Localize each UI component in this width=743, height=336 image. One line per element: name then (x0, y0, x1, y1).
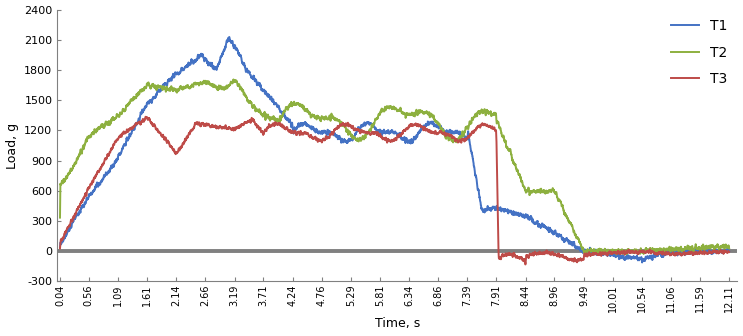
T2 (724, 246, 733, 250)
T1 (637, 260, 646, 264)
T2 (177, 87, 186, 91)
T2 (491, 113, 500, 117)
T3 (606, 252, 615, 256)
T3 (178, 145, 186, 150)
T3 (555, 255, 564, 259)
Line: T3: T3 (60, 117, 729, 264)
T3 (457, 140, 466, 144)
T2 (229, 77, 238, 81)
T3 (141, 115, 150, 119)
T3 (311, 137, 320, 141)
T1 (56, 245, 65, 249)
Line: T2: T2 (60, 79, 729, 254)
T1 (225, 35, 234, 39)
Line: T1: T1 (60, 37, 729, 262)
T1 (724, 249, 733, 253)
T2 (457, 135, 466, 139)
T3 (491, 129, 500, 133)
T1 (491, 208, 500, 212)
T3 (521, 262, 530, 266)
T1 (457, 133, 466, 137)
T2 (56, 216, 65, 220)
T2 (612, 252, 621, 256)
X-axis label: Time, s: Time, s (374, 318, 420, 330)
T3 (56, 246, 65, 250)
T3 (724, 250, 733, 254)
T1 (606, 254, 614, 258)
T2 (311, 114, 320, 118)
T2 (555, 198, 564, 202)
Legend: T1, T2, T3: T1, T2, T3 (666, 14, 733, 92)
Y-axis label: Load, g: Load, g (5, 122, 19, 169)
T2 (606, 249, 614, 253)
T1 (311, 129, 320, 133)
T1 (555, 233, 564, 237)
T1 (177, 66, 186, 70)
